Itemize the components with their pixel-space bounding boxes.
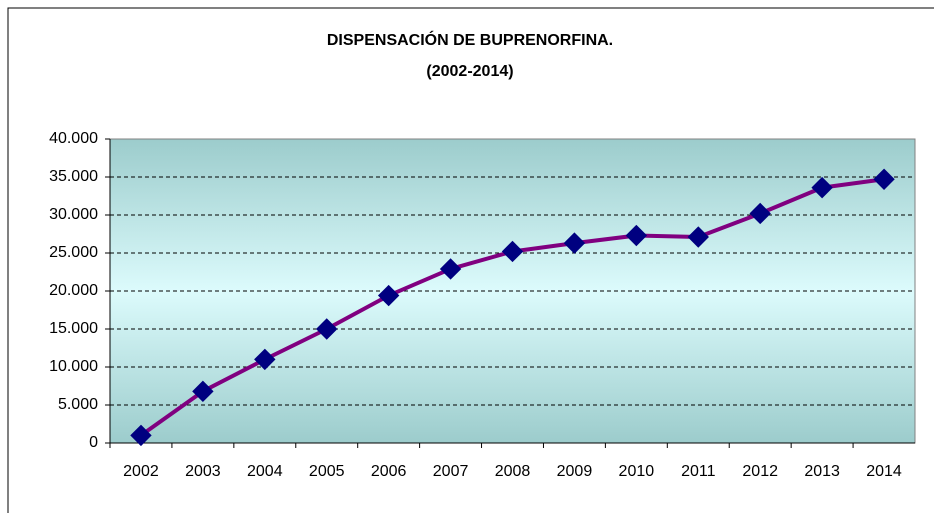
x-tick-label: 2011 [681,463,716,480]
data-point [625,224,648,247]
y-tick-label: 0 [89,434,98,451]
data-point [563,232,586,254]
x-tick-label: 2013 [804,463,840,480]
data-point [811,176,833,199]
x-tick-label: 2008 [495,463,531,480]
x-tick-label: 2006 [371,463,407,480]
x-tick-label: 2007 [433,463,469,480]
data-point [749,202,771,225]
x-tick-label: 2005 [309,463,345,480]
chart-frame [7,7,934,513]
data-point [192,380,214,403]
data-point [254,348,276,371]
y-tick-label: 20.000 [49,282,98,299]
y-tick-label: 25.000 [49,244,98,261]
chart-title: DISPENSACIÓN DE BUPRENORFINA. [327,30,613,49]
data-point [316,318,338,340]
x-tick-label: 2014 [866,463,902,480]
data-point [130,424,152,447]
x-tick-label: 2009 [557,463,593,480]
y-tick-label: 40.000 [49,130,98,147]
chart-subtitle: (2002-2014) [426,63,513,80]
data-point [439,258,462,280]
x-tick-label: 2004 [247,463,283,480]
y-tick-label: 15.000 [49,320,98,337]
x-tick-label: 2010 [619,463,655,480]
y-tick-label: 5.000 [58,396,98,413]
data-point [501,240,524,263]
y-tick-label: 10.000 [49,358,98,375]
data-point [873,168,895,190]
x-tick-label: 2002 [123,463,159,480]
data-point [377,284,400,307]
y-tick-label: 30.000 [49,206,98,223]
x-tick-label: 2003 [185,463,221,480]
x-tick-label: 2012 [742,463,778,480]
data-point [687,226,709,248]
y-tick-label: 35.000 [49,168,98,185]
